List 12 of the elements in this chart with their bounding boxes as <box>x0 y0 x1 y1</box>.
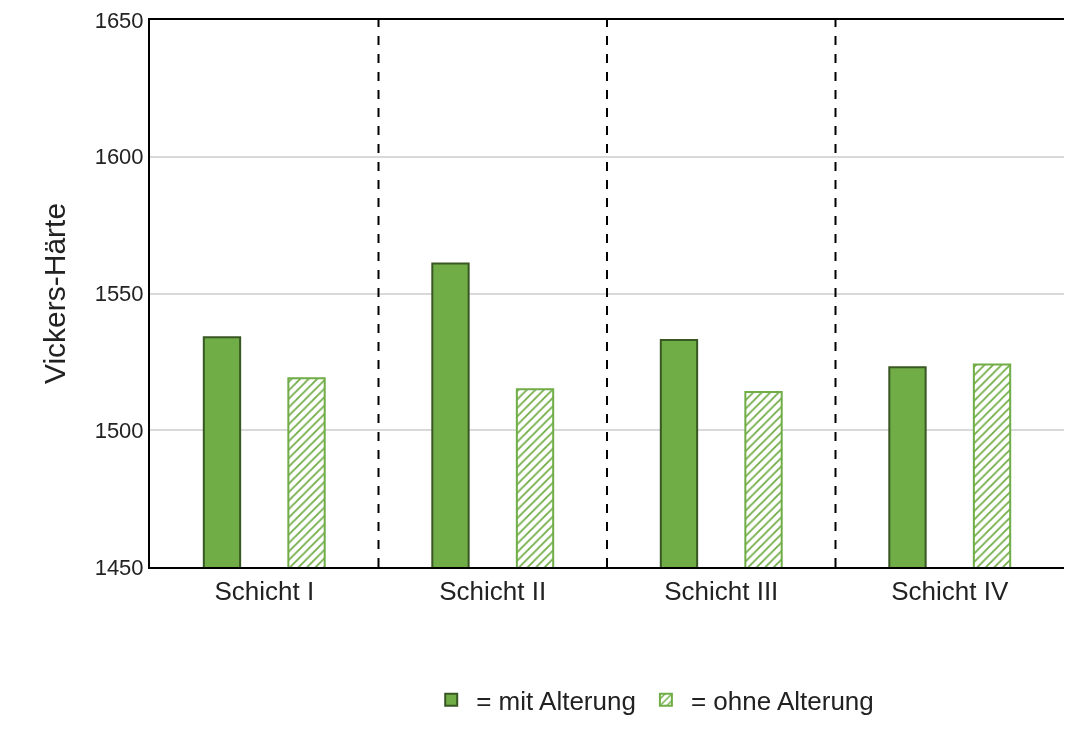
x-tick-label: Schicht III <box>664 576 779 607</box>
y-tick-label: 1500 <box>94 417 144 443</box>
x-tick-label: Schicht II <box>439 576 547 607</box>
y-axis-title: Vickers-Härte <box>38 202 72 385</box>
x-tick-label: Schicht I <box>214 576 315 607</box>
legend-label: = mit Alterung <box>476 685 636 716</box>
y-tick-label: 1600 <box>94 144 144 170</box>
y-tick-label: 1650 <box>94 7 144 33</box>
x-tick-label: Schicht IV <box>891 576 1009 607</box>
series-label: = ohne Alterung <box>690 685 874 716</box>
y-tick-label: 1550 <box>94 281 144 307</box>
y-tick-label: 1450 <box>94 554 144 580</box>
